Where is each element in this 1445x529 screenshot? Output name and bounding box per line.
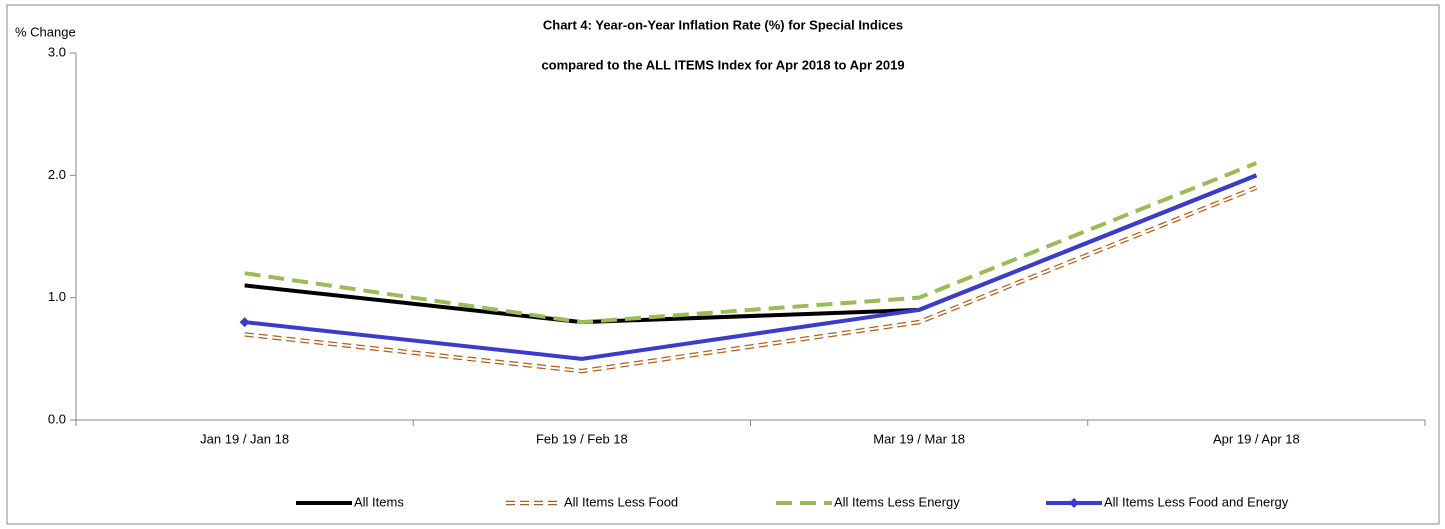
chart-border xyxy=(6,4,1440,525)
legend-label: All Items xyxy=(354,494,404,509)
y-tick-label: 3.0 xyxy=(48,44,66,59)
point-marker xyxy=(239,317,250,328)
series-line xyxy=(244,161,1258,325)
y-tick-label: 2.0 xyxy=(48,167,66,182)
legend-marker xyxy=(1069,498,1079,508)
series-line xyxy=(244,173,1258,361)
legend-label: All Items Less Energy xyxy=(834,494,960,509)
chart-subtitle: compared to the ALL ITEMS Index for Apr … xyxy=(541,57,904,72)
y-tick-label: 0.0 xyxy=(48,411,66,426)
y-tick-label: 1.0 xyxy=(48,289,66,304)
y-axis-label: % Change xyxy=(15,24,76,39)
legend-label: All Items Less Food xyxy=(564,494,678,509)
legend-label: All Items Less Food and Energy xyxy=(1104,494,1289,509)
x-tick-label: Apr 19 / Apr 18 xyxy=(1213,431,1300,446)
x-tick-label: Mar 19 / Mar 18 xyxy=(873,431,965,446)
x-tick-label: Jan 19 / Jan 18 xyxy=(200,431,289,446)
chart-title: Chart 4: Year-on-Year Inflation Rate (%)… xyxy=(543,17,903,32)
series-line-core xyxy=(244,186,1257,373)
x-tick-label: Feb 19 / Feb 18 xyxy=(536,431,628,446)
